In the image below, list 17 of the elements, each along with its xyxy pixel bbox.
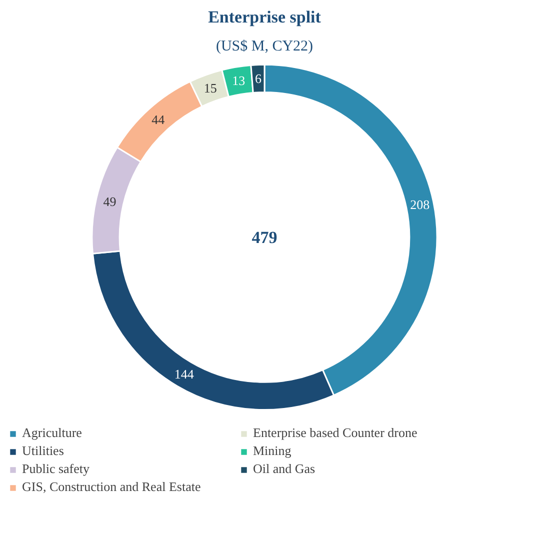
data-label: 208 [410,197,430,212]
legend-label: Mining [253,443,292,459]
data-label: 13 [232,73,246,88]
legend-label: Agriculture [22,425,83,441]
legend-label: GIS, Construction and Real Estate [22,479,202,495]
data-label: 144 [174,366,194,382]
legend-label: Public safety [22,461,91,477]
chart-title: Enterprise split [208,8,322,26]
legend-label: Utilities [22,443,65,459]
data-label: 49 [103,194,116,210]
legend-label: Enterprise based Counter drone [253,425,418,441]
data-label: 44 [152,112,166,127]
data-label: 15 [204,80,217,96]
text: 479 [252,228,278,248]
data-label: 6 [255,71,262,86]
chart-subtitle: (US$ M, CY22) [216,38,314,54]
legend-label: Oil and Gas [253,461,316,477]
